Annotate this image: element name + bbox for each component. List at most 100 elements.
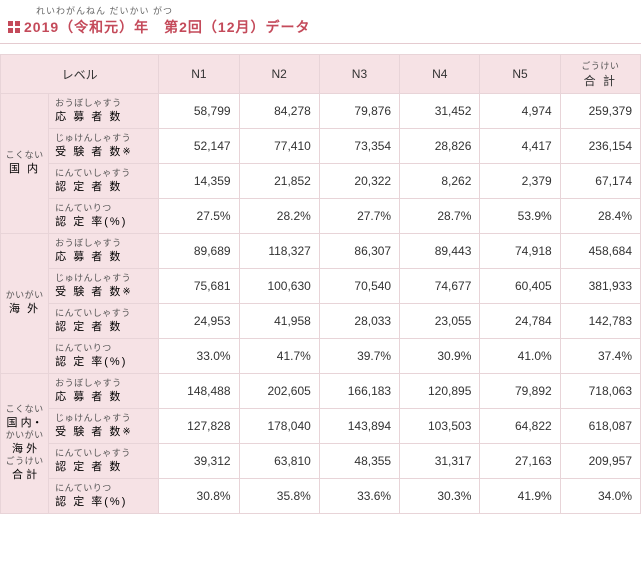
value-cell: 21,852 [239, 163, 319, 198]
header-row: レベル N1 N2 N3 N4 N5 ごうけい 合 計 [1, 55, 641, 94]
value-cell: 14,359 [159, 163, 239, 198]
value-cell: 458,684 [560, 233, 640, 268]
page-title: 2019（令和元）年 第2回（12月）データ [24, 17, 311, 37]
table-row: にんていりつ認 定 率(%)33.0%41.7%39.7%30.9%41.0%3… [1, 338, 641, 373]
value-cell: 118,327 [239, 233, 319, 268]
value-cell: 86,307 [319, 233, 399, 268]
value-cell: 23,055 [400, 303, 480, 338]
table-row: にんていりつ認 定 率(%)27.5%28.2%27.7%28.7%53.9%2… [1, 198, 641, 233]
value-cell: 67,174 [560, 163, 640, 198]
metric-cell-applicants: おうぼしゃすう応 募 者 数 [49, 233, 159, 268]
value-cell: 202,605 [239, 373, 319, 408]
page-header: れいわがんねん だいかい がつ 2019（令和元）年 第2回（12月）データ [0, 0, 641, 44]
value-cell: 30.8% [159, 478, 239, 513]
value-cell: 718,063 [560, 373, 640, 408]
value-cell: 74,677 [400, 268, 480, 303]
table-row: じゅけんしゃすう受 験 者 数※127,828178,040143,894103… [1, 408, 641, 443]
col-n3: N3 [319, 55, 399, 94]
value-cell: 77,410 [239, 128, 319, 163]
category-cell-overseas: かいがい海 外 [1, 233, 49, 373]
value-cell: 618,087 [560, 408, 640, 443]
value-cell: 2,379 [480, 163, 560, 198]
value-cell: 178,040 [239, 408, 319, 443]
value-cell: 39,312 [159, 443, 239, 478]
value-cell: 79,876 [319, 94, 399, 129]
table-row: こくない国 内・かいがい海 外ごうけい合 計おうぼしゃすう応 募 者 数148,… [1, 373, 641, 408]
value-cell: 120,895 [400, 373, 480, 408]
value-cell: 63,810 [239, 443, 319, 478]
value-cell: 39.7% [319, 338, 399, 373]
value-cell: 381,933 [560, 268, 640, 303]
value-cell: 73,354 [319, 128, 399, 163]
value-cell: 84,278 [239, 94, 319, 129]
value-cell: 24,953 [159, 303, 239, 338]
value-cell: 30.3% [400, 478, 480, 513]
table-row: じゅけんしゃすう受 験 者 数※75,681100,63070,54074,67… [1, 268, 641, 303]
value-cell: 103,503 [400, 408, 480, 443]
title-ruby: れいわがんねん だいかい がつ [36, 4, 633, 17]
value-cell: 24,784 [480, 303, 560, 338]
metric-cell-rate: にんていりつ認 定 率(%) [49, 198, 159, 233]
value-cell: 37.4% [560, 338, 640, 373]
col-n5: N5 [480, 55, 560, 94]
table-row: にんていりつ認 定 率(%)30.8%35.8%33.6%30.3%41.9%3… [1, 478, 641, 513]
value-cell: 41.0% [480, 338, 560, 373]
value-cell: 142,783 [560, 303, 640, 338]
col-n1: N1 [159, 55, 239, 94]
value-cell: 28,033 [319, 303, 399, 338]
value-cell: 30.9% [400, 338, 480, 373]
value-cell: 209,957 [560, 443, 640, 478]
table-row: こくない国 内おうぼしゃすう応 募 者 数58,79984,27879,8763… [1, 94, 641, 129]
table-row: にんていしゃすう認 定 者 数24,95341,95828,03323,0552… [1, 303, 641, 338]
value-cell: 31,317 [400, 443, 480, 478]
value-cell: 236,154 [560, 128, 640, 163]
col-total: ごうけい 合 計 [560, 55, 640, 94]
value-cell: 27,163 [480, 443, 560, 478]
value-cell: 41,958 [239, 303, 319, 338]
value-cell: 58,799 [159, 94, 239, 129]
value-cell: 28.4% [560, 198, 640, 233]
table-row: にんていしゃすう認 定 者 数39,31263,81048,35531,3172… [1, 443, 641, 478]
value-cell: 28.2% [239, 198, 319, 233]
value-cell: 27.7% [319, 198, 399, 233]
value-cell: 34.0% [560, 478, 640, 513]
value-cell: 33.0% [159, 338, 239, 373]
metric-cell-rate: にんていりつ認 定 率(%) [49, 478, 159, 513]
value-cell: 4,974 [480, 94, 560, 129]
value-cell: 89,443 [400, 233, 480, 268]
metric-cell-certified: にんていしゃすう認 定 者 数 [49, 443, 159, 478]
category-cell-total: こくない国 内・かいがい海 外ごうけい合 計 [1, 373, 49, 513]
value-cell: 48,355 [319, 443, 399, 478]
value-cell: 75,681 [159, 268, 239, 303]
value-cell: 53.9% [480, 198, 560, 233]
col-n2: N2 [239, 55, 319, 94]
metric-cell-rate: にんていりつ認 定 率(%) [49, 338, 159, 373]
value-cell: 8,262 [400, 163, 480, 198]
value-cell: 52,147 [159, 128, 239, 163]
metric-cell-certified: にんていしゃすう認 定 者 数 [49, 163, 159, 198]
value-cell: 27.5% [159, 198, 239, 233]
metric-cell-examinees: じゅけんしゃすう受 験 者 数※ [49, 128, 159, 163]
table-row: にんていしゃすう認 定 者 数14,35921,85220,3228,2622,… [1, 163, 641, 198]
metric-cell-applicants: おうぼしゃすう応 募 者 数 [49, 94, 159, 129]
value-cell: 41.9% [480, 478, 560, 513]
value-cell: 35.8% [239, 478, 319, 513]
value-cell: 143,894 [319, 408, 399, 443]
category-cell-domestic: こくない国 内 [1, 94, 49, 234]
value-cell: 60,405 [480, 268, 560, 303]
value-cell: 100,630 [239, 268, 319, 303]
metric-cell-examinees: じゅけんしゃすう受 験 者 数※ [49, 408, 159, 443]
value-cell: 79,892 [480, 373, 560, 408]
table-row: かいがい海 外おうぼしゃすう応 募 者 数89,689118,32786,307… [1, 233, 641, 268]
value-cell: 31,452 [400, 94, 480, 129]
data-table: レベル N1 N2 N3 N4 N5 ごうけい 合 計 こくない国 内おうぼしゃ… [0, 54, 641, 514]
value-cell: 28,826 [400, 128, 480, 163]
value-cell: 41.7% [239, 338, 319, 373]
value-cell: 33.6% [319, 478, 399, 513]
bullet-icon [8, 21, 20, 33]
metric-cell-certified: にんていしゃすう認 定 者 数 [49, 303, 159, 338]
value-cell: 20,322 [319, 163, 399, 198]
col-n4: N4 [400, 55, 480, 94]
value-cell: 166,183 [319, 373, 399, 408]
metric-cell-examinees: じゅけんしゃすう受 験 者 数※ [49, 268, 159, 303]
